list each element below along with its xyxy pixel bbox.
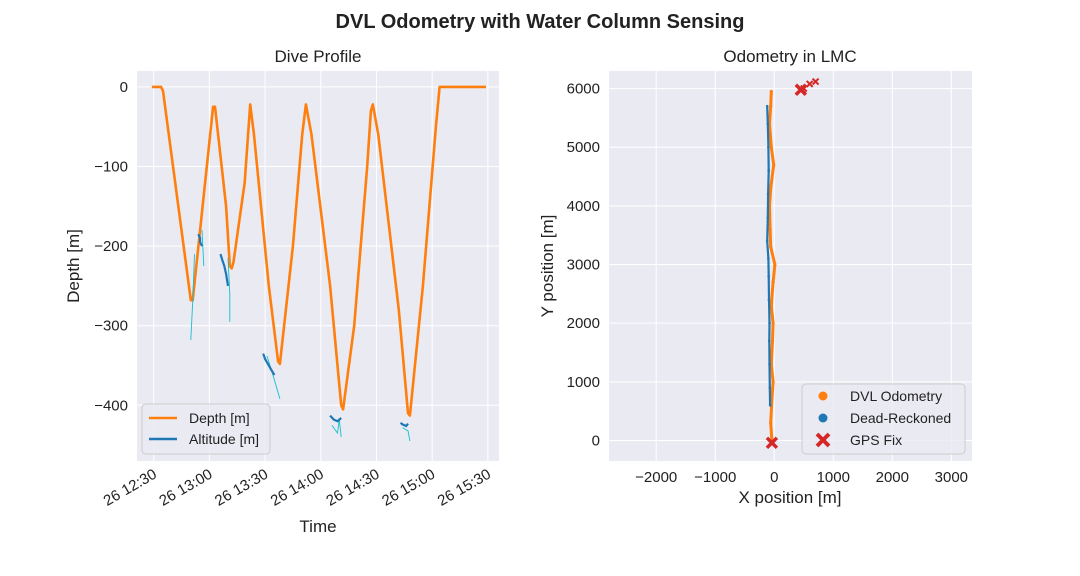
dead-reckoned-point — [767, 274, 770, 278]
altitude-series-segment — [262, 353, 276, 376]
gps-fix-marker — [800, 84, 808, 93]
dead-reckoned-point — [767, 339, 771, 343]
dvl-odometry-point — [771, 321, 775, 325]
legend-dvl-odometry-marker — [818, 391, 828, 401]
odometry-legend: DVL Odometry Dead-Reckoned GPS Fix — [801, 383, 966, 455]
x-tick-label: 26 15:30 — [435, 466, 494, 510]
water-column-trace — [227, 257, 231, 322]
dead-reckoned-point — [768, 321, 771, 325]
odometry-xlabel: X position [m] — [739, 488, 842, 507]
water-column-trace — [190, 254, 195, 341]
odometry-tick-labels: −2000 −1000 0 1000 2000 3000 0 1000 2000 3000 4000… — [567, 81, 968, 486]
legend-dead-reckoned-marker — [818, 413, 828, 423]
legend-depth-label: Depth [m] — [189, 410, 250, 426]
dvl-odometry-point — [769, 145, 773, 149]
x-tick-label: 26 14:30 — [323, 466, 382, 510]
dead-reckoned-point — [768, 403, 772, 407]
dead-reckoned-point — [767, 298, 771, 302]
dead-reckoned-point — [765, 104, 769, 108]
x-tick-label: 3000 — [935, 469, 968, 486]
water-column-trace — [201, 230, 205, 267]
y-tick-label: 5000 — [567, 139, 600, 156]
dive-profile-series — [151, 85, 486, 442]
y-tick-label: 6000 — [567, 81, 600, 98]
odometry-title: Odometry in LMC — [723, 47, 856, 66]
altitude-series-segment — [329, 414, 342, 423]
legend-gps-fix-marker — [815, 432, 831, 448]
legend-dead-reckoned-label: Dead-Reckoned — [850, 410, 951, 426]
y-tick-label: −100 — [94, 159, 128, 176]
dvl-odometry-point — [769, 245, 773, 249]
gps-fix-marker — [765, 436, 779, 450]
dvl-odometry-point — [769, 421, 773, 425]
dead-reckoned-point — [768, 362, 771, 366]
odometry-series — [765, 77, 820, 450]
x-tick-label: 0 — [770, 469, 778, 486]
x-tick-label: 2000 — [876, 469, 909, 486]
x-tick-label: 26 13:30 — [212, 466, 271, 510]
odometry-ylabel: Y position [m] — [538, 215, 557, 318]
legend-altitude-label: Altitude [m] — [189, 431, 259, 447]
dead-reckoned-point — [766, 122, 770, 126]
altitude-series-segment — [399, 421, 409, 428]
dive-profile-xlabel: Time — [299, 517, 336, 536]
dead-reckoned-point — [766, 192, 770, 196]
y-tick-label: −200 — [94, 238, 128, 255]
water-column-trace — [402, 427, 411, 442]
dive-profile-title: Dive Profile — [275, 47, 362, 66]
y-tick-label: 0 — [592, 432, 600, 449]
y-tick-label: 1000 — [567, 374, 600, 391]
dvl-odometry-point — [769, 89, 773, 94]
dvl-odometry-point — [769, 104, 773, 108]
dvl-odometry-point — [769, 303, 773, 308]
gps-fix-marker — [794, 83, 808, 97]
dive-profile-ylabel: Depth [m] — [64, 229, 83, 303]
x-tick-label: 26 14:00 — [268, 466, 327, 510]
legend-dvl-odometry-label: DVL Odometry — [850, 388, 942, 404]
figure-suptitle: DVL Odometry with Water Column Sensing — [336, 11, 745, 33]
y-tick-label: 3000 — [567, 257, 600, 274]
dvl-odometry-point — [769, 186, 773, 190]
odometry-lmc-chart: −2000 −1000 0 1000 2000 3000 0 1000 2000 3000 4000… — [538, 47, 972, 507]
y-tick-label: −300 — [94, 318, 128, 335]
x-tick-label: −1000 — [694, 469, 736, 486]
dead-reckoned-point — [767, 169, 770, 172]
y-tick-label: 2000 — [567, 315, 600, 332]
dive-profile-plot-area — [137, 71, 499, 461]
odometry-legend-box — [801, 383, 966, 455]
dvl-odometry-point — [771, 280, 775, 284]
altitude-series-segment — [219, 253, 230, 287]
y-tick-label: −400 — [94, 397, 128, 414]
dvl-odometry-point — [771, 380, 775, 384]
x-tick-label: 26 12:30 — [101, 466, 160, 510]
y-tick-label: 0 — [120, 79, 128, 96]
dvl-odometry-point — [772, 163, 776, 167]
dead-reckoned-point — [765, 239, 769, 243]
y-tick-label: 4000 — [567, 198, 600, 215]
dead-reckoned-point — [768, 386, 772, 389]
x-tick-label: −2000 — [635, 469, 677, 486]
dvl-odometry-point — [768, 227, 772, 231]
dvl-odometry-point — [770, 339, 775, 343]
x-tick-label: 26 13:00 — [156, 466, 215, 510]
dvl-odometry-point — [773, 262, 777, 267]
legend-gps-fix-label: GPS Fix — [850, 432, 902, 448]
gps-fix-marker — [805, 80, 814, 88]
dive-profile-legend: Depth [m] Altitude [m] — [141, 403, 271, 455]
depth-series-line — [151, 85, 486, 417]
dead-reckoned-point — [766, 216, 770, 219]
altitude-series-segment — [197, 233, 203, 247]
x-tick-label: 26 15:00 — [379, 466, 438, 510]
dead-reckoned-point — [767, 145, 770, 149]
water-column-trace — [331, 419, 342, 438]
gps-fix-marker — [811, 77, 820, 86]
dive-profile-legend-box — [141, 403, 271, 455]
dead-reckoned-point — [767, 257, 770, 260]
x-tick-label: 1000 — [817, 469, 850, 486]
